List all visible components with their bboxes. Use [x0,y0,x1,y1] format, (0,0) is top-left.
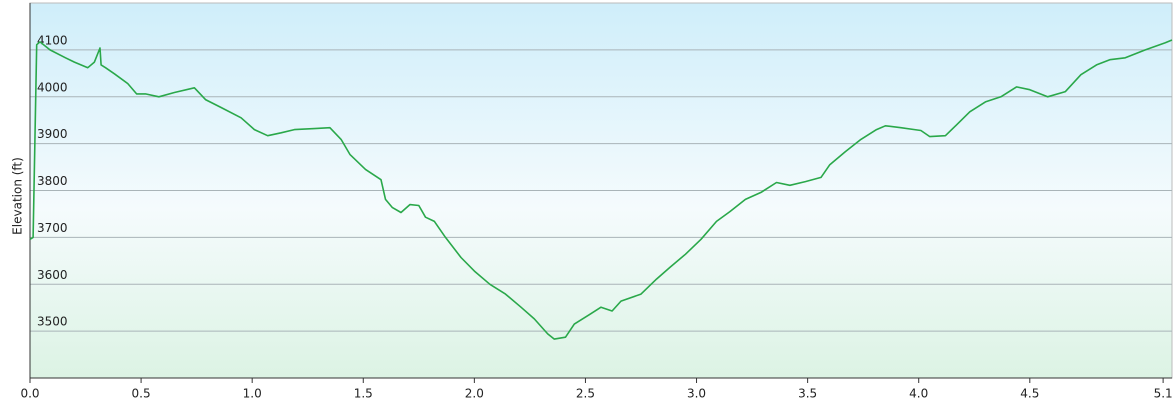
y-tick-label: 4000 [37,80,68,94]
x-tick-label: 2.5 [576,387,595,401]
x-tick-label: 4.0 [909,387,928,401]
y-tick-label: 3500 [37,315,68,329]
y-tick-label: 3900 [37,127,68,141]
y-tick-label: 3700 [37,221,68,235]
x-tick-label: 2.0 [465,387,484,401]
x-tick-label: 0.0 [20,387,39,401]
y-axis-title: Elevation (ft) [11,157,25,235]
elevation-line [29,39,1173,340]
x-tick-label: 3.0 [687,387,706,401]
x-tick-label: 1.5 [354,387,373,401]
y-tick-label: 3600 [37,268,68,282]
x-tick-label: 1.0 [243,387,262,401]
x-tick-label: 0.5 [132,387,151,401]
x-tick-label: 5.1 [1154,387,1173,401]
y-tick-label: 3800 [37,174,68,188]
y-tick-label: 4100 [37,33,68,47]
x-tick-label: 3.5 [798,387,817,401]
x-tick-label: 4.5 [1020,387,1039,401]
